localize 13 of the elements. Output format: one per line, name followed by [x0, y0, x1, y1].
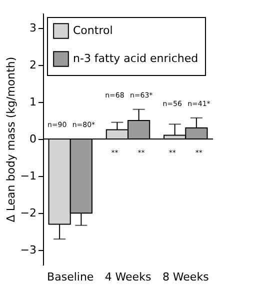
legend-label: n-3 fatty acid enriched — [73, 52, 198, 65]
y-tick-label: −2 — [20, 206, 36, 220]
y-tick-label: 0 — [30, 132, 36, 146]
y-tick-label: 3 — [30, 21, 36, 34]
y-axis-title: Δ Lean body mass (kg/month) — [4, 56, 18, 222]
y-tick-label: −3 — [20, 244, 36, 257]
y-tick-label: 1 — [30, 95, 36, 108]
y-tick-label: 2 — [30, 58, 36, 72]
legend-label: Control — [73, 24, 113, 37]
x-tick-label: 8 Weeks — [162, 270, 210, 284]
x-tick-label: Baseline — [47, 270, 94, 284]
x-tick-label: 4 Weeks — [104, 270, 152, 284]
y-tick-label: −1 — [20, 170, 36, 183]
